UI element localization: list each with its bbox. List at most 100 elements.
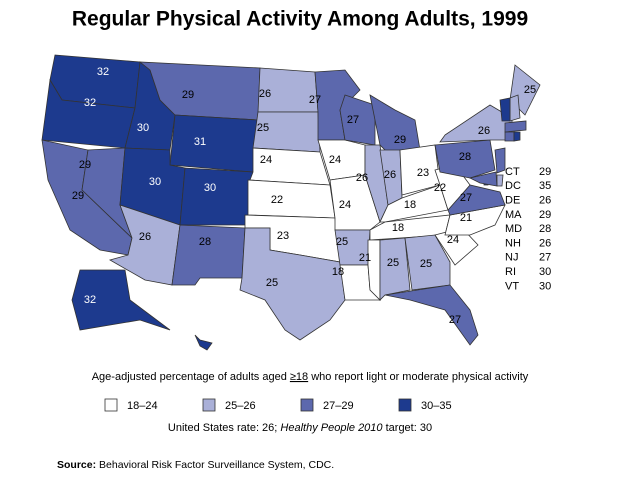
state-value: 27: [460, 192, 472, 204]
state: [179, 167, 254, 226]
state: [384, 284, 479, 346]
caption-text: Age-adjusted percentage of adults aged: [92, 371, 290, 383]
legend-label: 18–24: [127, 400, 158, 412]
small-state-value: 30: [539, 266, 551, 278]
state-value: 26: [478, 125, 490, 137]
small-state-value: 35: [539, 180, 551, 192]
small-state-abbr: CT: [505, 166, 520, 178]
small-state-value: 29: [539, 166, 551, 178]
state-value: 32: [84, 294, 96, 306]
state-value: 31: [194, 136, 206, 148]
state-value: 27: [347, 114, 359, 126]
state-value: 23: [417, 167, 429, 179]
state-value: 28: [459, 151, 471, 163]
small-state-abbr: MD: [505, 223, 522, 235]
note-text: Healthy People 2010: [280, 422, 383, 434]
state-value: 26: [356, 172, 368, 184]
small-state-abbr: VT: [505, 280, 519, 292]
state-value: 24: [447, 234, 459, 246]
state-value: 30: [137, 122, 149, 134]
small-state-abbr: RI: [505, 266, 516, 278]
legend: 18–24 25–26 27–29 30–35: [104, 398, 452, 412]
small-state: [504, 131, 515, 142]
state-value: 22: [434, 182, 446, 194]
state-value: 25: [257, 122, 269, 134]
state-value: 30: [204, 182, 216, 194]
state-value: 26: [139, 231, 151, 243]
small-state-value: 29: [539, 209, 551, 221]
state-value: 18: [404, 199, 416, 211]
caption: Age-adjusted percentage of adults aged ≥…: [92, 371, 529, 383]
state-value: 26: [259, 88, 271, 100]
small-state: [468, 171, 498, 187]
legend-label: 27–29: [323, 400, 354, 412]
legend-swatch: [398, 398, 412, 412]
state: [434, 139, 496, 179]
small-state-value: 28: [539, 223, 551, 235]
state-value: 35: [239, 343, 251, 355]
note-text: United States rate: 26;: [168, 422, 281, 434]
small-state-abbr: NH: [505, 237, 521, 249]
small-state-value: 27: [539, 252, 551, 264]
note: United States rate: 26; Healthy People 2…: [168, 422, 432, 434]
state-value: 32: [97, 66, 109, 78]
state-value: 25: [266, 277, 278, 289]
state-value: 24: [260, 154, 272, 166]
source: Source: Behavioral Risk Factor Surveilla…: [57, 459, 334, 471]
state-value: 18: [332, 266, 344, 278]
state-value: 28: [199, 236, 211, 248]
state: [239, 227, 346, 341]
small-state-list: CT 29 DC 35 DE 26 MA 29 MD 28 NH 26 NJ 27 RI 30 VT 30: [505, 166, 551, 292]
state-value: 29: [79, 159, 91, 171]
source-text: Behavioral Risk Factor Surveillance Syst…: [96, 459, 334, 471]
small-state-abbr: NJ: [505, 252, 518, 264]
small-state: [499, 97, 511, 122]
map: 32 32 29 29 30 29 31 30 30 26 28 26 25 24 22 23 25 27 24 24…: [41, 54, 541, 355]
note-text: target: 30: [383, 422, 433, 434]
legend-swatch: [202, 398, 216, 412]
state-value: 18: [392, 222, 404, 234]
state-value: 21: [359, 252, 371, 264]
small-state: [494, 147, 506, 174]
small-state-abbr: MA: [505, 209, 522, 221]
legend-label: 30–35: [421, 400, 452, 412]
small-state: [496, 174, 504, 187]
legend-swatch: [300, 398, 314, 412]
state-value: 27: [449, 314, 461, 326]
legend-label: 25–26: [225, 400, 256, 412]
state-value: 29: [182, 89, 194, 101]
title: Regular Physical Activity Among Adults, …: [72, 8, 528, 31]
small-state-value: 30: [539, 280, 551, 292]
state: [444, 204, 506, 236]
state-value: 25: [524, 84, 536, 96]
legend-swatch: [104, 398, 118, 412]
state-value: 25: [387, 257, 399, 269]
state: [247, 179, 336, 219]
state-value: 32: [84, 97, 96, 109]
state-value: 24: [329, 154, 341, 166]
state: [169, 114, 259, 173]
small-state: [504, 120, 527, 133]
state-value: 24: [339, 199, 351, 211]
small-state: [509, 94, 521, 122]
caption-text: who report light or moderate physical ac…: [308, 371, 529, 383]
state-value: 27: [309, 94, 321, 106]
state-value: 25: [336, 236, 348, 248]
state-value: 30: [149, 176, 161, 188]
state-value: 21: [460, 212, 472, 224]
small-state-abbr: DE: [505, 195, 520, 207]
state-value: 29: [394, 134, 406, 146]
caption-text: ≥18: [290, 371, 308, 383]
state: [367, 239, 381, 301]
state: [194, 334, 213, 351]
state: [171, 224, 246, 286]
small-state-abbr: DC: [505, 180, 521, 192]
small-state-value: 26: [539, 237, 551, 249]
state-value: 26: [384, 169, 396, 181]
state: [379, 237, 411, 301]
state: [71, 269, 171, 331]
small-state-value: 26: [539, 195, 551, 207]
state-value: 23: [277, 230, 289, 242]
state-value: 22: [271, 194, 283, 206]
